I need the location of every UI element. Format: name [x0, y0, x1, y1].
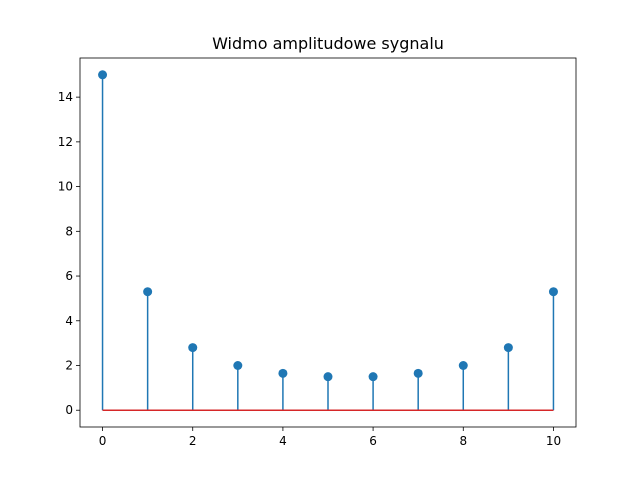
plot-area: 0 2 4 6 8 10 0 2 4 6 8 10 12 14: [58, 57, 577, 448]
chart-title: Widmo amplitudowe sygnalu: [212, 34, 444, 53]
x-tick-label: 8: [459, 434, 467, 448]
stem-marker: [368, 372, 378, 382]
stem-marker: [143, 287, 153, 297]
y-tick-label: 0: [65, 403, 73, 417]
x-tick-label: 2: [189, 434, 197, 448]
x-tick-label: 0: [99, 434, 107, 448]
x-tick-label: 4: [279, 434, 287, 448]
x-tick-label: 6: [369, 434, 377, 448]
x-tick-label: 10: [546, 434, 561, 448]
axes-frame: [79, 57, 577, 428]
stem-marker: [233, 361, 243, 370]
stem-marker: [188, 343, 198, 353]
y-tick-label: 12: [58, 135, 73, 149]
stem-marker: [503, 343, 513, 353]
y-tick-label: 10: [58, 180, 73, 194]
stem-marker: [323, 372, 333, 382]
stem-marker: [458, 361, 468, 370]
y-tick-label: 4: [65, 314, 73, 328]
y-tick-label: 6: [65, 269, 73, 283]
stem-marker: [98, 70, 108, 80]
stem-marker: [413, 368, 423, 378]
y-tick-label: 2: [65, 359, 73, 373]
stem-marker: [278, 368, 288, 378]
y-tick-label: 8: [65, 224, 73, 238]
stem-marker: [548, 287, 558, 297]
y-tick-label: 14: [58, 90, 73, 104]
